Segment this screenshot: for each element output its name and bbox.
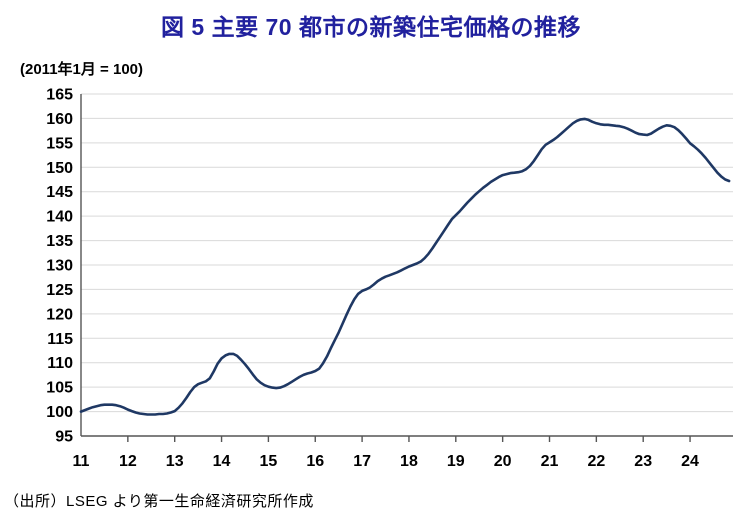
x-tick-label: 14 [213, 453, 231, 470]
y-tick-label: 125 [46, 282, 73, 299]
x-tick-label: 12 [119, 453, 137, 470]
x-tick-label: 24 [681, 453, 699, 470]
source-note: （出所）LSEG より第一生命経済研究所作成 [4, 493, 314, 510]
x-tick-label: 21 [541, 453, 559, 470]
price-line-chart: 95 100 105 110 115 120 125 130 135 140 145 150 155 16… [46, 87, 733, 470]
x-tick-label: 23 [634, 453, 652, 470]
x-tick-label: 13 [166, 453, 184, 470]
y-tick-label: 135 [46, 233, 73, 250]
y-tick-label: 155 [46, 135, 73, 152]
x-tick-label: 15 [260, 453, 278, 470]
x-tick-label: 16 [306, 453, 324, 470]
axis-unit-note: (2011年1月 = 100) [20, 61, 143, 78]
y-tick-label: 140 [46, 209, 73, 226]
y-tick-label: 120 [46, 306, 73, 323]
y-tick-label: 130 [46, 258, 73, 275]
y-tick-label: 105 [46, 380, 73, 397]
y-tick-label: 150 [46, 160, 73, 177]
y-tick-label: 165 [46, 87, 73, 104]
y-tick-label: 100 [46, 404, 73, 421]
x-tick-label: 11 [73, 453, 90, 470]
y-tick-label: 145 [46, 184, 73, 201]
y-tick-label: 110 [47, 355, 73, 372]
x-tick-label: 17 [353, 453, 371, 470]
x-tick-label: 22 [587, 453, 605, 470]
x-tick-label: 20 [494, 453, 512, 470]
x-tick-label: 19 [447, 453, 465, 470]
y-tick-label: 95 [55, 429, 73, 446]
price-index-line [79, 117, 731, 416]
y-tick-label: 160 [46, 111, 73, 128]
y-tick-label: 115 [47, 331, 73, 348]
x-tick-label: 18 [400, 453, 418, 470]
figure-title: 図 5 主要 70 都市の新築住宅価格の推移 [161, 14, 581, 40]
